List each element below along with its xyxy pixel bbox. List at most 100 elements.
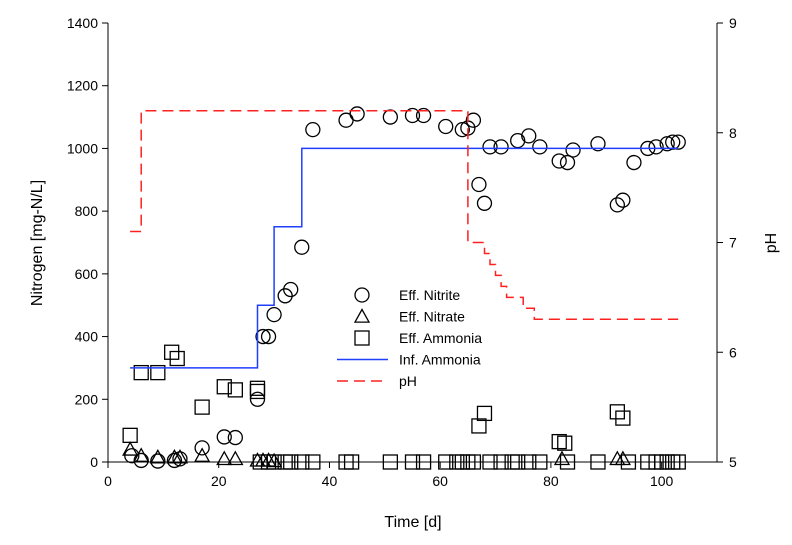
- data-point-eff-nitrite: [305, 121, 321, 138]
- data-point-eff-nitrite: [404, 107, 421, 124]
- data-point-eff-nitrite: [338, 112, 354, 128]
- data-point-eff-nitrite: [227, 429, 243, 446]
- data-point-eff-nitrite: [476, 195, 493, 211]
- data-point-eff-nitrate: [171, 448, 189, 464]
- y-tick-label: 0: [90, 454, 98, 470]
- data-point-eff-ammonia: [609, 404, 625, 420]
- data-point-eff-nitrite: [590, 136, 606, 152]
- data-point-eff-nitrite: [294, 239, 310, 255]
- legend-label: Eff. Ammonia: [399, 330, 482, 346]
- y2-tick-label: 9: [729, 15, 737, 31]
- data-point-eff-nitrite: [277, 288, 293, 304]
- series-line-inf-ammonia: [130, 147, 679, 369]
- legend-label: Eff. Nitrite: [399, 287, 460, 303]
- y2-tick-label: 7: [729, 235, 737, 251]
- data-point-eff-ammonia: [551, 433, 567, 450]
- data-point-eff-ammonia: [476, 405, 493, 422]
- data-point-eff-ammonia: [194, 399, 210, 415]
- data-point-eff-nitrate: [216, 450, 233, 466]
- data-point-eff-nitrite: [172, 451, 188, 467]
- data-point-eff-nitrite: [266, 306, 282, 323]
- y-tick-label: 800: [75, 203, 99, 219]
- y2-tick-label: 8: [729, 125, 737, 141]
- x-tick-label: 0: [104, 473, 112, 489]
- y-tick-label: 200: [75, 391, 99, 407]
- data-point-eff-nitrite: [615, 192, 631, 208]
- data-point-eff-nitrate: [149, 448, 166, 464]
- data-point-eff-nitrite: [532, 139, 548, 155]
- series-line-ph: [130, 110, 679, 321]
- data-point-eff-nitrite: [626, 154, 642, 171]
- y-tick-label: 600: [75, 266, 99, 282]
- legend-label: Eff. Nitrate: [399, 309, 465, 325]
- data-point-eff-ammonia: [150, 364, 166, 381]
- data-point-eff-nitrite: [249, 391, 266, 407]
- data-point-eff-nitrite: [648, 139, 664, 155]
- chart-axes: 0 20 40 60 80 1000200400600800100012001400567…: [67, 15, 737, 489]
- data-point-eff-ammonia: [615, 410, 631, 426]
- legend-label: pH: [399, 373, 417, 389]
- data-point-eff-nitrite: [565, 142, 581, 158]
- data-point-eff-nitrite: [559, 154, 576, 171]
- y2-axis-label: pH: [763, 233, 780, 253]
- y-axis-label: Nitrogen [mg-N/L]: [29, 180, 46, 306]
- data-point-eff-ammonia: [122, 427, 138, 443]
- x-tick-label: 40: [322, 473, 338, 489]
- data-point-eff-nitrite: [521, 128, 537, 144]
- data-point-eff-ammonia: [249, 380, 266, 396]
- y2-tick-label: 6: [729, 344, 737, 360]
- data-point-eff-nitrite: [260, 328, 277, 345]
- data-point-eff-nitrite: [609, 197, 625, 213]
- data-point-eff-nitrite: [665, 134, 681, 150]
- data-point-eff-ammonia: [216, 379, 232, 395]
- y-tick-label: 1000: [67, 140, 98, 156]
- data-point-eff-nitrite: [510, 132, 526, 149]
- x-tick-label: 80: [543, 473, 559, 489]
- data-point-eff-ammonia: [471, 418, 487, 434]
- data-point-eff-nitrite: [493, 139, 509, 155]
- data-point-eff-nitrite: [438, 118, 454, 135]
- data-point-eff-nitrate: [122, 441, 139, 456]
- y-tick-label: 1400: [67, 15, 98, 31]
- x-tick-label: 60: [432, 473, 448, 489]
- data-point-eff-nitrite: [454, 121, 470, 138]
- y-tick-label: 400: [75, 329, 99, 345]
- data-point-eff-nitrate: [133, 447, 150, 462]
- data-point-eff-ammonia: [169, 350, 185, 367]
- data-point-eff-nitrite: [659, 136, 675, 152]
- data-point-eff-nitrite: [382, 109, 399, 125]
- legend-marker: [354, 287, 370, 303]
- data-point-eff-nitrite: [349, 106, 365, 122]
- x-tick-label: 20: [211, 473, 227, 489]
- data-point-eff-nitrite: [670, 134, 686, 150]
- legend-marker: [353, 308, 371, 323]
- data-point-eff-ammonia: [249, 383, 266, 400]
- axis-frame: [107, 23, 718, 463]
- data-point-eff-nitrite: [415, 107, 432, 124]
- data-point-eff-ammonia: [164, 344, 180, 360]
- legend-label: Inf. Ammonia: [399, 352, 481, 368]
- data-point-eff-nitrite: [124, 448, 140, 464]
- data-point-eff-ammonia: [133, 364, 149, 381]
- data-point-eff-nitrite: [194, 440, 210, 456]
- data-point-eff-nitrite: [471, 176, 487, 193]
- data-point-eff-nitrite: [551, 153, 567, 169]
- data-point-eff-nitrite: [465, 112, 482, 128]
- data-point-eff-ammonia: [557, 435, 573, 451]
- data-point-eff-nitrate: [227, 450, 244, 466]
- data-point-eff-nitrite: [166, 452, 183, 469]
- legend-marker: [354, 330, 370, 346]
- data-point-eff-nitrate: [194, 447, 211, 462]
- y2-tick-label: 5: [729, 454, 737, 470]
- data-point-eff-nitrite: [150, 453, 166, 469]
- data-point-eff-nitrite: [255, 328, 271, 345]
- y-tick-label: 1200: [67, 78, 98, 94]
- data-point-eff-nitrite: [482, 139, 498, 155]
- data-point-eff-nitrite: [283, 281, 299, 298]
- data-point-eff-nitrate: [614, 450, 631, 466]
- data-point-eff-nitrate: [553, 450, 571, 466]
- data-point-eff-nitrite: [216, 429, 232, 445]
- x-axis-label: Time [d]: [384, 514, 441, 531]
- legend: Eff. Nitrite Eff. Nitrate Eff. Ammonia Inf.…: [337, 287, 482, 389]
